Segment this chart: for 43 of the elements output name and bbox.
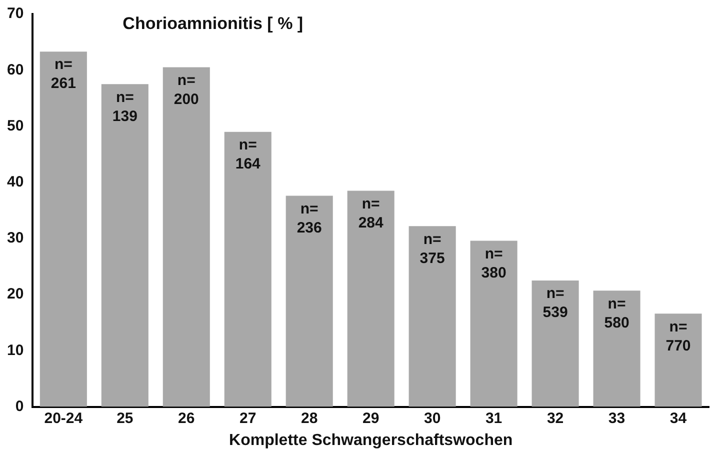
annotation: n= 539 bbox=[542, 285, 568, 322]
x-axis-title: Komplette Schwangerschaftswochen bbox=[229, 432, 513, 449]
bar bbox=[347, 190, 394, 407]
bar bbox=[593, 290, 640, 407]
x-tick-label: 20-24 bbox=[44, 410, 84, 427]
y-tick-label: 10 bbox=[6, 342, 24, 359]
y-tick-label: 70 bbox=[6, 5, 24, 22]
bar bbox=[654, 314, 702, 407]
y-tick-label: 30 bbox=[6, 230, 24, 247]
x-tick-label: 33 bbox=[608, 410, 626, 427]
chart-title: Chorioamnionitis [ % ] bbox=[122, 14, 304, 34]
annotation: n= 200 bbox=[174, 72, 199, 108]
x-tick-label: 31 bbox=[485, 410, 502, 427]
x-tick-label: 34 bbox=[670, 410, 688, 427]
annotation: n= 380 bbox=[481, 245, 506, 282]
x-tick-label: 32 bbox=[546, 410, 564, 427]
y-tick-label: 50 bbox=[6, 117, 24, 134]
x-tick-label: 25 bbox=[116, 410, 134, 427]
bar bbox=[101, 84, 148, 407]
y-tick-label: 60 bbox=[6, 61, 24, 78]
bar bbox=[532, 280, 579, 407]
annotation: n= 236 bbox=[296, 200, 322, 236]
bar bbox=[286, 196, 333, 407]
x-tick-label: 26 bbox=[178, 410, 195, 427]
annotation: n= 284 bbox=[358, 195, 384, 232]
annotation: n= 580 bbox=[604, 295, 630, 332]
bar bbox=[162, 67, 210, 407]
x-tick-label: 30 bbox=[424, 410, 441, 427]
x-tick-label: 29 bbox=[362, 410, 380, 427]
y-tick-label: 40 bbox=[6, 173, 24, 190]
annotation: n= 164 bbox=[235, 136, 262, 172]
y-tick-label: 20 bbox=[6, 286, 24, 303]
x-tick-label: 28 bbox=[301, 410, 318, 427]
x-tick-label: 27 bbox=[240, 410, 256, 427]
annotation: n= 261 bbox=[50, 56, 76, 92]
bar bbox=[40, 52, 87, 407]
y-tick-label: 0 bbox=[15, 398, 24, 415]
bar bbox=[224, 132, 272, 407]
annotation: n= 770 bbox=[666, 318, 691, 354]
annotation: n= 375 bbox=[420, 230, 445, 267]
bar bbox=[408, 226, 456, 407]
bar bbox=[470, 240, 518, 407]
annotation: n= 139 bbox=[112, 88, 138, 125]
